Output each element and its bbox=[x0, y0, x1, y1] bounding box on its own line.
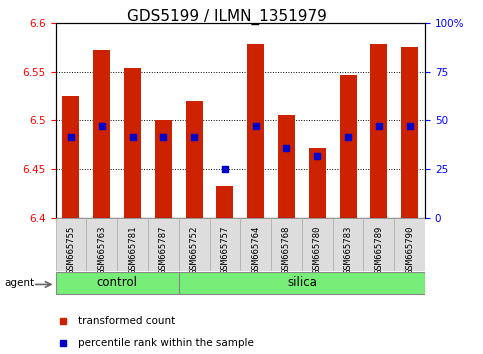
Point bbox=[283, 145, 290, 150]
Text: GSM665787: GSM665787 bbox=[159, 226, 168, 274]
Bar bbox=[62, 96, 79, 218]
FancyBboxPatch shape bbox=[179, 272, 425, 295]
Text: GSM665789: GSM665789 bbox=[374, 226, 384, 274]
Bar bbox=[93, 50, 110, 218]
Point bbox=[252, 124, 259, 129]
Bar bbox=[309, 148, 326, 218]
Text: transformed count: transformed count bbox=[78, 316, 175, 326]
FancyBboxPatch shape bbox=[394, 218, 425, 271]
Text: agent: agent bbox=[5, 278, 35, 288]
FancyBboxPatch shape bbox=[117, 218, 148, 271]
FancyBboxPatch shape bbox=[210, 218, 240, 271]
Bar bbox=[247, 44, 264, 218]
Text: GSM665757: GSM665757 bbox=[220, 226, 229, 274]
Bar bbox=[401, 47, 418, 218]
Text: GSM665763: GSM665763 bbox=[97, 226, 106, 274]
Text: GSM665768: GSM665768 bbox=[282, 226, 291, 274]
Point bbox=[221, 166, 229, 172]
Bar bbox=[370, 44, 387, 218]
Text: percentile rank within the sample: percentile rank within the sample bbox=[78, 338, 254, 348]
Text: control: control bbox=[97, 276, 138, 289]
Point bbox=[128, 134, 136, 140]
Text: GSM665790: GSM665790 bbox=[405, 226, 414, 274]
Text: GSM665780: GSM665780 bbox=[313, 226, 322, 274]
Bar bbox=[155, 120, 172, 218]
FancyBboxPatch shape bbox=[333, 218, 364, 271]
FancyBboxPatch shape bbox=[86, 218, 117, 271]
Bar bbox=[185, 101, 202, 218]
FancyBboxPatch shape bbox=[364, 218, 394, 271]
Point bbox=[375, 124, 383, 129]
Text: GSM665755: GSM665755 bbox=[67, 226, 75, 274]
Bar bbox=[340, 75, 356, 218]
Point bbox=[159, 134, 167, 140]
Bar bbox=[216, 185, 233, 218]
FancyBboxPatch shape bbox=[56, 218, 86, 271]
Text: GSM665752: GSM665752 bbox=[190, 226, 199, 274]
FancyBboxPatch shape bbox=[56, 272, 179, 295]
FancyBboxPatch shape bbox=[240, 218, 271, 271]
Text: GSM665781: GSM665781 bbox=[128, 226, 137, 274]
Point bbox=[190, 134, 198, 140]
Text: GDS5199 / ILMN_1351979: GDS5199 / ILMN_1351979 bbox=[127, 9, 327, 25]
FancyBboxPatch shape bbox=[271, 218, 302, 271]
Point bbox=[344, 134, 352, 140]
Point bbox=[67, 134, 75, 140]
Bar bbox=[124, 68, 141, 218]
FancyBboxPatch shape bbox=[302, 218, 333, 271]
Point bbox=[313, 154, 321, 159]
Text: GSM665764: GSM665764 bbox=[251, 226, 260, 274]
Bar bbox=[278, 115, 295, 218]
Text: GSM665783: GSM665783 bbox=[343, 226, 353, 274]
FancyBboxPatch shape bbox=[179, 218, 210, 271]
Point bbox=[406, 124, 413, 129]
Text: silica: silica bbox=[287, 276, 317, 289]
Point bbox=[98, 124, 106, 129]
FancyBboxPatch shape bbox=[148, 218, 179, 271]
